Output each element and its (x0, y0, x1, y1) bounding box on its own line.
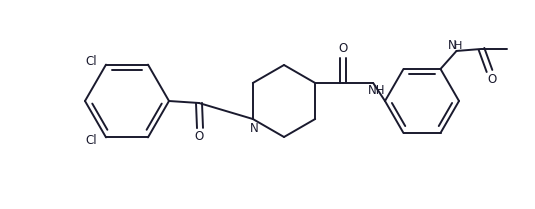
Text: O: O (487, 73, 496, 87)
Text: N: N (249, 121, 258, 135)
Text: O: O (194, 130, 204, 144)
Text: NH: NH (368, 84, 385, 98)
Text: H: H (454, 41, 463, 51)
Text: Cl: Cl (85, 55, 97, 68)
Text: O: O (339, 42, 348, 56)
Text: Cl: Cl (85, 134, 97, 147)
Text: N: N (448, 40, 457, 52)
